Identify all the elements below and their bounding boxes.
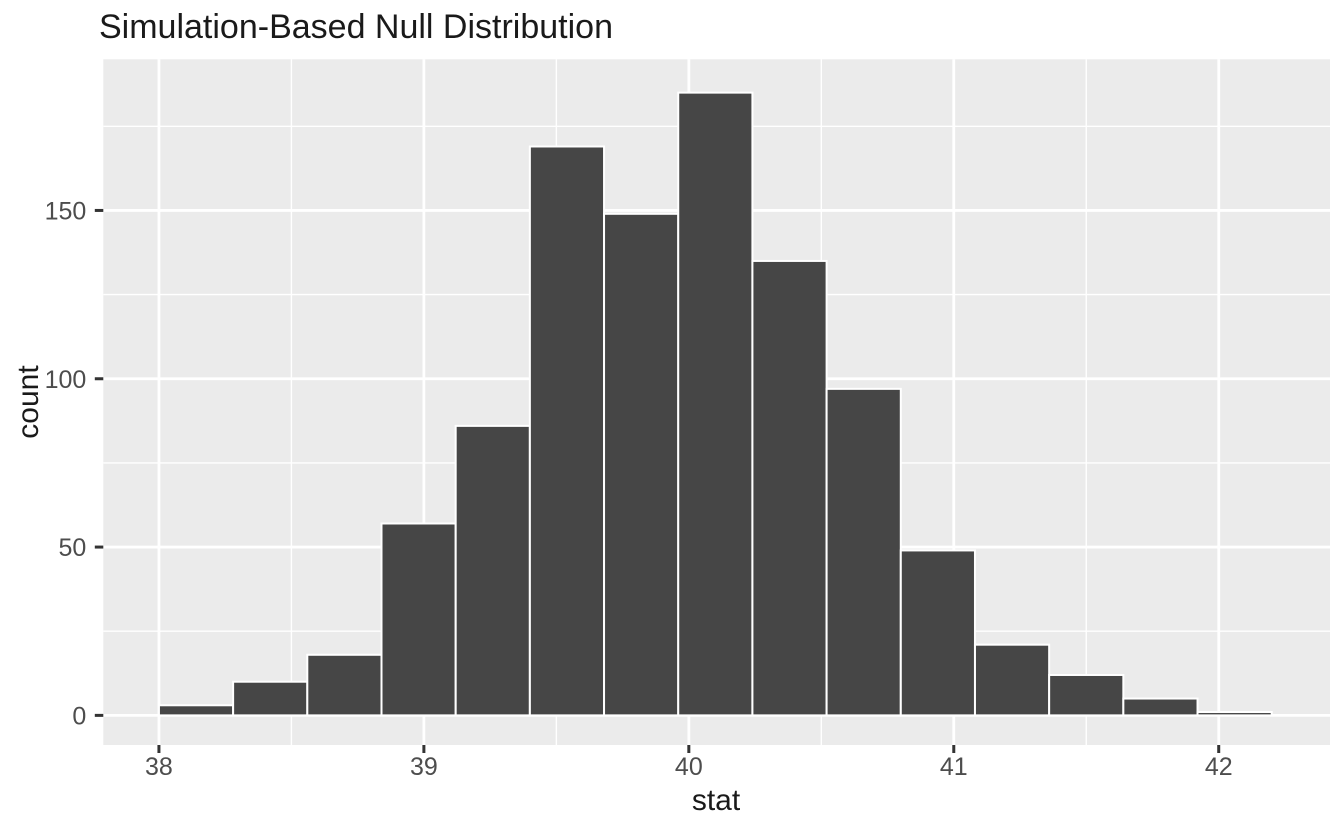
histogram-bar	[677, 91, 754, 717]
histogram-bar	[380, 522, 457, 717]
x-tick-label: 41	[940, 753, 968, 781]
plot-title: Simulation-Based Null Distribution	[99, 8, 613, 46]
histogram-bar	[603, 212, 680, 717]
histogram-bar	[1196, 711, 1273, 717]
axis-labels-layer: 38 39 40 41 42 0 50 100 150	[45, 197, 1233, 781]
histogram-bar	[899, 549, 976, 717]
x-tick-label: 38	[145, 753, 173, 781]
histogram-bar	[973, 643, 1051, 717]
histogram-bar	[157, 704, 235, 717]
x-tick-label: 42	[1205, 753, 1233, 781]
histogram-bar	[454, 424, 531, 717]
histogram-bar	[306, 653, 383, 717]
histogram-bar	[232, 680, 309, 717]
histogram-bar	[1048, 673, 1125, 717]
histogram-bar	[751, 259, 828, 717]
x-tick-label: 39	[410, 753, 438, 781]
y-axis-title: count	[12, 365, 45, 439]
x-axis-title: stat	[692, 784, 741, 817]
histogram-bar	[528, 145, 606, 717]
axis-ticks-layer	[94, 208, 1221, 753]
y-tick-label: 150	[45, 197, 87, 225]
y-tick-label: 100	[45, 366, 87, 394]
y-tick-label: 50	[58, 534, 86, 562]
y-tick-label: 0	[72, 702, 86, 730]
histogram-bar	[1122, 697, 1199, 717]
bars-layer	[157, 91, 1273, 717]
x-tick-label: 40	[675, 753, 703, 781]
histogram-bar	[825, 387, 902, 717]
